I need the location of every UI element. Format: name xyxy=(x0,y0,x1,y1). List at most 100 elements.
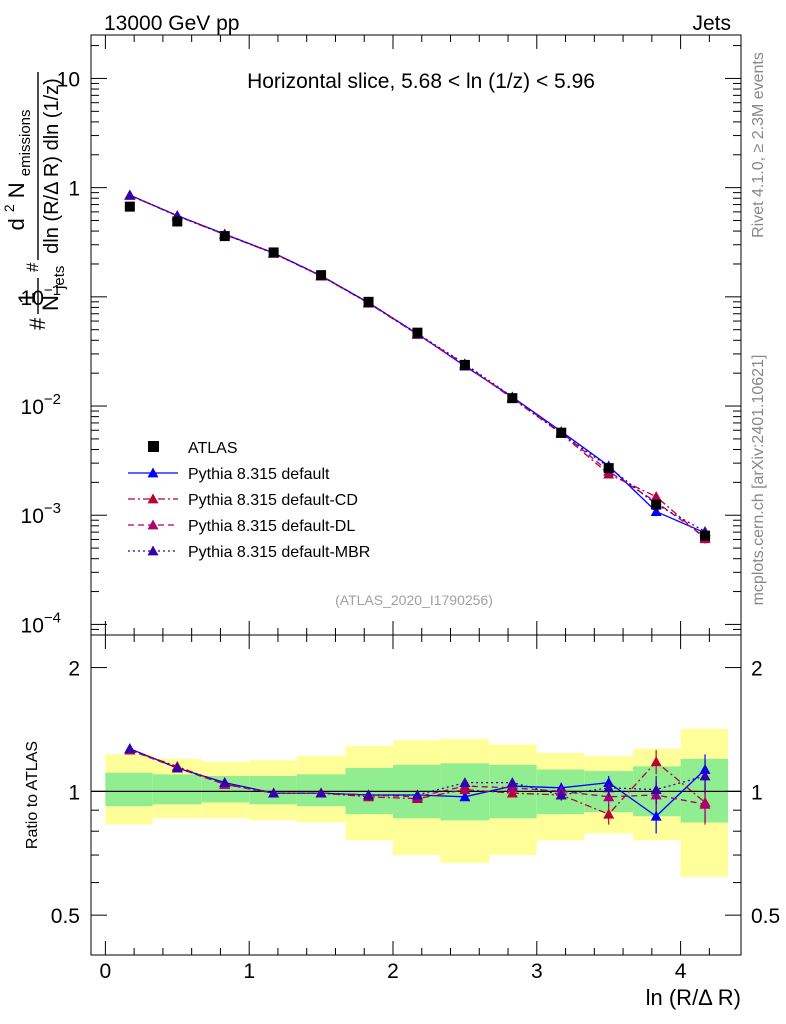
marker-triangle xyxy=(506,787,518,798)
ratio-y-tick-label: 2 xyxy=(68,658,80,681)
marker-triangle xyxy=(650,756,662,767)
marker-triangle xyxy=(506,777,518,788)
ylabel-prefix: # xyxy=(25,317,50,330)
ratio-y-tick-label-right: 0.5 xyxy=(751,905,780,928)
marker-triangle xyxy=(650,784,662,794)
x-tick-label: 3 xyxy=(531,960,543,983)
marker-triangle xyxy=(650,506,662,516)
header-left: 13000 GeV pp xyxy=(104,12,239,35)
data-point-square xyxy=(700,530,711,541)
ratio-series-layer xyxy=(124,743,711,834)
legend-marker-triangle xyxy=(147,493,159,504)
main-y-tick-label-base: 10 xyxy=(21,396,44,419)
mcplots-label: mcplots.cern.ch [arXiv:2401.10621] xyxy=(750,355,767,606)
legend-label: Pythia 8.315 default xyxy=(188,466,330,483)
data-point-square xyxy=(507,393,518,404)
main-y-tick-label-base: 10 xyxy=(21,505,44,528)
main-y-axis-label: # 1 N jets # d 2 N emissions dln (R/Δ R)… xyxy=(0,72,68,330)
ylabel-den-1-sub: jets xyxy=(51,266,68,290)
ratio-band-green xyxy=(105,772,153,807)
legend-label: Pythia 8.315 default-MBR xyxy=(188,544,370,561)
legend-marker-square xyxy=(148,441,159,452)
data-point-square xyxy=(268,247,279,258)
main-series-pythia-8-315-default xyxy=(124,189,711,538)
x-tick-label: 0 xyxy=(100,960,112,983)
main-y-tick-label: 1 xyxy=(68,178,80,201)
marker-triangle xyxy=(699,798,711,809)
data-point-square xyxy=(316,270,327,281)
marker-triangle xyxy=(124,743,136,754)
marker-triangle xyxy=(459,777,471,788)
ylabel-prefix-2: # xyxy=(23,262,42,272)
ratio-axes: 0 1 2 3 4 0.5 0.5 1 1 2 2 xyxy=(51,635,780,983)
main-plot-title: Horizontal slice, 5.68 < ln (1/z) < 5.96 xyxy=(247,70,595,93)
main-y-tick-label-exponent: −4 xyxy=(44,609,61,626)
x-tick-label: 4 xyxy=(675,960,687,983)
ratio-y-tick-label-right: 1 xyxy=(751,781,763,804)
marker-triangle xyxy=(219,777,231,788)
marker-triangle xyxy=(650,491,662,502)
main-series-pythia-8-315-default-mbr xyxy=(124,189,711,536)
x-axis-label: ln (R/Δ R) xyxy=(646,985,741,1010)
ylabel-num-2-sup: 2 xyxy=(1,204,17,212)
ratio-band-green xyxy=(152,774,202,805)
series-line xyxy=(129,194,706,540)
ylabel-num-1: 1 xyxy=(14,292,39,304)
marker-triangle xyxy=(124,189,136,200)
ylabel-num-2-sub: emissions xyxy=(17,110,34,177)
legend-marker-triangle xyxy=(147,519,159,530)
marker-triangle xyxy=(363,789,375,800)
data-point-square xyxy=(124,201,135,212)
main-y-tick-label-exponent: −3 xyxy=(44,500,61,517)
ylabel-num-2: d 2 N emissions xyxy=(0,110,34,231)
data-point-square xyxy=(412,327,423,338)
main-series-atlas xyxy=(124,201,711,541)
data-point-square xyxy=(459,359,470,370)
legend-item: Pythia 8.315 default xyxy=(128,466,330,483)
marker-triangle xyxy=(603,808,615,819)
main-plot-watermark: (ATLAS_2020_I1790256) xyxy=(335,592,493,608)
main-y-tick-label-exponent: −2 xyxy=(44,391,61,408)
data-point-square xyxy=(651,499,662,510)
marker-triangle xyxy=(459,791,471,802)
data-point-square xyxy=(603,463,614,474)
ratio-y-tick-label-right: 2 xyxy=(751,658,763,681)
ylabel-num-2-d: d xyxy=(4,218,29,230)
ratio-plot-frame xyxy=(90,634,742,956)
data-point-square xyxy=(363,296,374,307)
main-series-pythia-8-315-default-cd xyxy=(124,189,711,544)
marker-triangle xyxy=(650,810,662,821)
rivet-label: Rivet 4.1.0, ≥ 2.3M events xyxy=(750,52,767,238)
x-tick-label: 1 xyxy=(243,960,255,983)
legend-marker-triangle xyxy=(147,545,159,556)
ylabel-den-1: N jets xyxy=(38,266,68,311)
ylabel-den-1-main: N xyxy=(38,295,63,311)
series-line xyxy=(129,194,706,538)
main-y-tick-label-base: 10 xyxy=(21,614,44,637)
ratio-y-axis-label: Ratio to ATLAS xyxy=(24,741,41,849)
data-point-square xyxy=(172,216,183,227)
ratio-plot-panel: 0 1 2 3 4 0.5 0.5 1 1 2 2 Ratio to ATLAS ln (R/Δ R… xyxy=(24,634,780,1010)
legend-label: Pythia 8.315 default-DL xyxy=(188,518,355,535)
marker-triangle xyxy=(268,787,280,798)
ylabel-den-2: dln (R/Δ R) dln (1/z) xyxy=(41,78,63,254)
data-point-square xyxy=(556,427,567,438)
legend-item: Pythia 8.315 default-MBR xyxy=(128,544,370,561)
legend: ATLAS Pythia 8.315 default Pythia 8.315 de… xyxy=(128,440,370,561)
header-right: Jets xyxy=(692,12,731,35)
main-y-tick-label-exponent: −1 xyxy=(44,282,61,299)
marker-triangle xyxy=(315,787,327,798)
legend-marker-triangle xyxy=(147,467,159,478)
legend-label: ATLAS xyxy=(188,440,238,457)
main-series-pythia-8-315-default-dl xyxy=(124,189,711,542)
main-y-tick-label: 10−4 xyxy=(21,609,61,637)
x-tick-label: 2 xyxy=(387,960,399,983)
legend-item: ATLAS xyxy=(148,440,238,457)
data-point-square xyxy=(219,231,230,242)
legend-item: Pythia 8.315 default-DL xyxy=(128,518,355,535)
main-y-tick-label: 10−3 xyxy=(21,500,61,528)
main-y-tick-label: 10 xyxy=(57,68,80,91)
